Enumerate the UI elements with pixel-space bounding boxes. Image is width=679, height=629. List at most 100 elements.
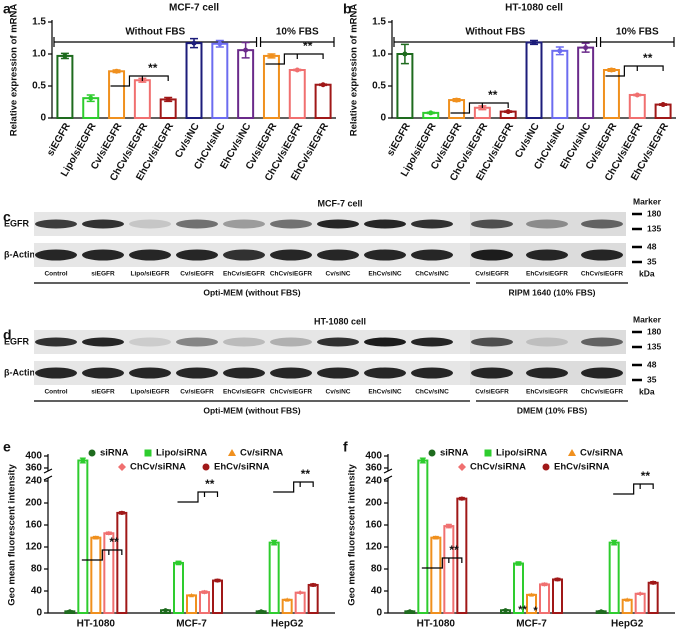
- legend-label: Cv/siRNA: [240, 448, 283, 459]
- lane-label: Cv/siNC: [326, 271, 351, 278]
- mean-point: [189, 593, 194, 598]
- bar: [430, 536, 442, 615]
- group-label: RIPM 1640 (10% FBS): [509, 287, 596, 297]
- group-bracket: [599, 37, 675, 47]
- mean-point: [320, 82, 326, 88]
- lane-label: ChCv/siEGFR: [581, 389, 624, 396]
- y-tick-label: 0: [376, 608, 382, 619]
- band: [270, 249, 312, 261]
- significance: **: [488, 88, 498, 102]
- significance-bracket: [605, 65, 664, 77]
- y-tick-label: 240: [25, 476, 42, 487]
- group-label: 10% FBS: [276, 27, 319, 38]
- chart-title: MCF-7 cell: [169, 3, 219, 14]
- y-tick-label: 40: [371, 586, 383, 597]
- legend-marker: [428, 449, 436, 457]
- bar: [212, 579, 223, 614]
- lane-label: Cv/siNC: [326, 389, 351, 396]
- band: [82, 367, 124, 379]
- y-tick-label: 0.5: [32, 81, 46, 92]
- group-bracket: [53, 37, 258, 47]
- marker-unit: kDa: [639, 268, 655, 278]
- significance-bracket: [421, 557, 463, 569]
- mean-point: [88, 95, 94, 101]
- y-tick-label: 120: [25, 542, 42, 553]
- lane-label: ChCv/siEGFR: [270, 271, 313, 278]
- group-label: 10% FBS: [616, 27, 659, 38]
- bar: [443, 525, 455, 614]
- bar: [551, 49, 569, 119]
- mean-point: [284, 597, 290, 602]
- band: [364, 337, 406, 347]
- lane-label: Lipo/siEGFR: [131, 271, 170, 278]
- lane-label: siEGFR: [91, 389, 115, 396]
- lane-label: ChCv/siEGFR: [270, 389, 313, 396]
- band: [471, 249, 513, 261]
- group-bracket: [393, 37, 598, 47]
- bar: [307, 583, 319, 615]
- mean-point: [114, 68, 120, 74]
- bar: [294, 591, 306, 615]
- panel-label: c: [3, 209, 11, 225]
- band: [581, 337, 623, 347]
- mean-point: [272, 540, 277, 545]
- lane-label: Cv/siEGFR: [180, 271, 214, 278]
- legend-marker: [484, 449, 492, 457]
- y-axis-label: Relative expression of mRNA: [349, 4, 360, 137]
- mean-point: [311, 582, 316, 588]
- bar: [186, 594, 197, 615]
- band: [581, 249, 623, 261]
- bar: [281, 598, 293, 614]
- band: [317, 367, 359, 379]
- bar: [133, 79, 151, 119]
- bar: [56, 54, 74, 119]
- group-label: Without FBS: [465, 27, 525, 38]
- x-tick-label: MCF-7: [176, 619, 207, 629]
- mean-point: [407, 609, 412, 614]
- mean-point: [651, 580, 656, 585]
- significance: **: [148, 61, 158, 75]
- legend-label: EhCv/siRNA: [214, 462, 270, 473]
- x-tick-label: HT-1080: [77, 619, 116, 629]
- bar: [628, 93, 646, 119]
- row-label: β-Actin: [4, 367, 35, 377]
- band: [35, 367, 77, 379]
- mean-point: [634, 92, 640, 98]
- bar: [268, 541, 280, 614]
- band: [411, 219, 453, 229]
- axis-break: [383, 468, 393, 481]
- y-tick-label: 160: [365, 520, 382, 531]
- marker-label: 180: [647, 326, 661, 336]
- band: [411, 337, 453, 347]
- mean-point: [176, 560, 181, 566]
- y-axis-label: Geo mean fluorescent intensity: [7, 464, 18, 606]
- mean-point: [637, 591, 643, 597]
- y-tick-label: 400: [365, 451, 382, 462]
- lane-label: Cv/siEGFR: [180, 389, 214, 396]
- bar: [634, 592, 646, 614]
- bar: [288, 69, 306, 119]
- marker-title: Marker: [633, 314, 662, 324]
- legend-label: ChCv/siRNA: [470, 462, 526, 473]
- lane-label: EhCv/siEGFR: [526, 389, 568, 396]
- band: [223, 219, 265, 229]
- bar: [116, 511, 128, 615]
- bar: [211, 42, 229, 119]
- mean-point: [165, 96, 171, 102]
- mean-point: [516, 561, 521, 566]
- significance: **: [301, 467, 311, 481]
- bar: [448, 99, 466, 120]
- panel-label: e: [3, 439, 11, 455]
- band: [581, 219, 623, 229]
- bar: [647, 581, 659, 614]
- y-tick-label: 240: [365, 476, 382, 487]
- significance-bracket: [81, 549, 123, 561]
- y-tick-label: 160: [25, 520, 42, 531]
- band: [411, 249, 453, 261]
- significance-bracket: [177, 491, 219, 503]
- marker-label: 135: [647, 223, 661, 233]
- lane-label: ChCv/siNC: [415, 389, 449, 396]
- mean-point: [402, 51, 408, 57]
- legend-label: Lipo/siRNA: [496, 448, 547, 459]
